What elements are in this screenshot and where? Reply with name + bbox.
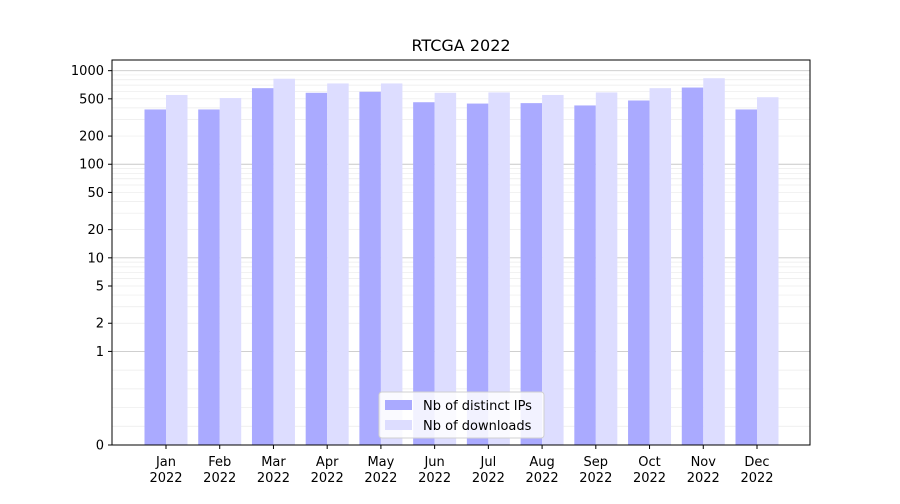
bar-downloads [488, 92, 510, 445]
x-tick-label-month: Dec [744, 455, 769, 470]
x-tick-label-year: 2022 [364, 471, 397, 486]
legend-box [378, 391, 545, 439]
x-tick-label-month: Feb [208, 455, 231, 470]
x-axis: Jan2022Feb2022Mar2022Apr2022May2022Jun20… [149, 445, 774, 486]
bar-distinct-ips [251, 88, 274, 446]
bars-layer [144, 78, 779, 446]
y-tick-label: 50 [87, 186, 104, 201]
x-tick-label-year: 2022 [311, 471, 344, 486]
x-tick-label-month: May [367, 455, 394, 470]
x-tick-label-year: 2022 [418, 471, 451, 486]
bar-downloads [757, 97, 779, 445]
bar-distinct-ips [681, 87, 704, 446]
plot-frame [111, 59, 811, 446]
x-tick-label-year: 2022 [472, 471, 505, 486]
bar-distinct-ips [574, 105, 596, 445]
x-tick-label-month: Nov [691, 455, 717, 470]
x-tick-label-year: 2022 [687, 471, 720, 486]
x-tick-label-year: 2022 [257, 471, 290, 486]
bar-downloads [703, 78, 725, 446]
bar-downloads [219, 98, 242, 446]
y-tick-label: 20 [87, 223, 104, 238]
x-tick-label-year: 2022 [203, 471, 236, 486]
bar-distinct-ips [198, 109, 220, 445]
x-tick-label-year: 2022 [526, 471, 559, 486]
bar-distinct-ips [735, 109, 757, 445]
y-tick-label: 500 [79, 92, 104, 107]
y-tick-label: 0 [96, 439, 104, 454]
bar-downloads [649, 88, 672, 446]
bar-distinct-ips [466, 103, 489, 446]
y-tick-label: 2 [96, 317, 104, 332]
y-tick-label: 1 [96, 345, 104, 360]
y-axis: 0 1 2 5 10 20 50 100 200 500 1000 [71, 64, 112, 454]
x-tick-label-month: Jan [155, 455, 176, 470]
bar-downloads [166, 94, 188, 445]
x-tick-label-month: Aug [529, 455, 554, 470]
bar-downloads [542, 94, 564, 445]
bar-distinct-ips [144, 109, 166, 445]
chart-title: RTCGA 2022 [411, 36, 510, 55]
bar-downloads [327, 83, 349, 446]
legend-label: Nb of distinct IPs [423, 399, 532, 414]
x-tick-label-year: 2022 [740, 471, 773, 486]
bar-distinct-ips [520, 103, 543, 445]
y-tick-label: 200 [79, 130, 104, 145]
y-tick-label: 10 [87, 251, 104, 266]
x-tick-label-month: Mar [261, 455, 286, 470]
legend-swatch [385, 420, 412, 430]
y-tick-label: 1000 [71, 64, 104, 79]
bar-distinct-ips [359, 91, 381, 445]
x-tick-label-month: Oct [638, 455, 660, 470]
legend: Nb of distinct IPs Nb of downloads [378, 391, 545, 439]
legend-label: Nb of downloads [423, 419, 532, 434]
bar-distinct-ips [305, 92, 328, 446]
x-tick-label-month: Jun [423, 455, 444, 470]
x-tick-label-month: Apr [316, 455, 339, 470]
bar-distinct-ips [628, 100, 650, 445]
bar-downloads [595, 92, 618, 445]
y-tick-label: 100 [79, 158, 104, 173]
y-tick-label: 5 [96, 280, 104, 295]
bar-downloads [380, 83, 403, 446]
bar-distinct-ips [413, 102, 435, 446]
x-tick-label-year: 2022 [633, 471, 666, 486]
x-tick-label-month: Sep [584, 455, 609, 470]
legend-swatch [385, 400, 412, 410]
bar-downloads [273, 78, 295, 446]
x-tick-label-year: 2022 [579, 471, 612, 486]
bar-downloads [434, 92, 457, 446]
x-tick-label-year: 2022 [149, 471, 182, 486]
x-tick-label-month: Jul [480, 455, 497, 470]
